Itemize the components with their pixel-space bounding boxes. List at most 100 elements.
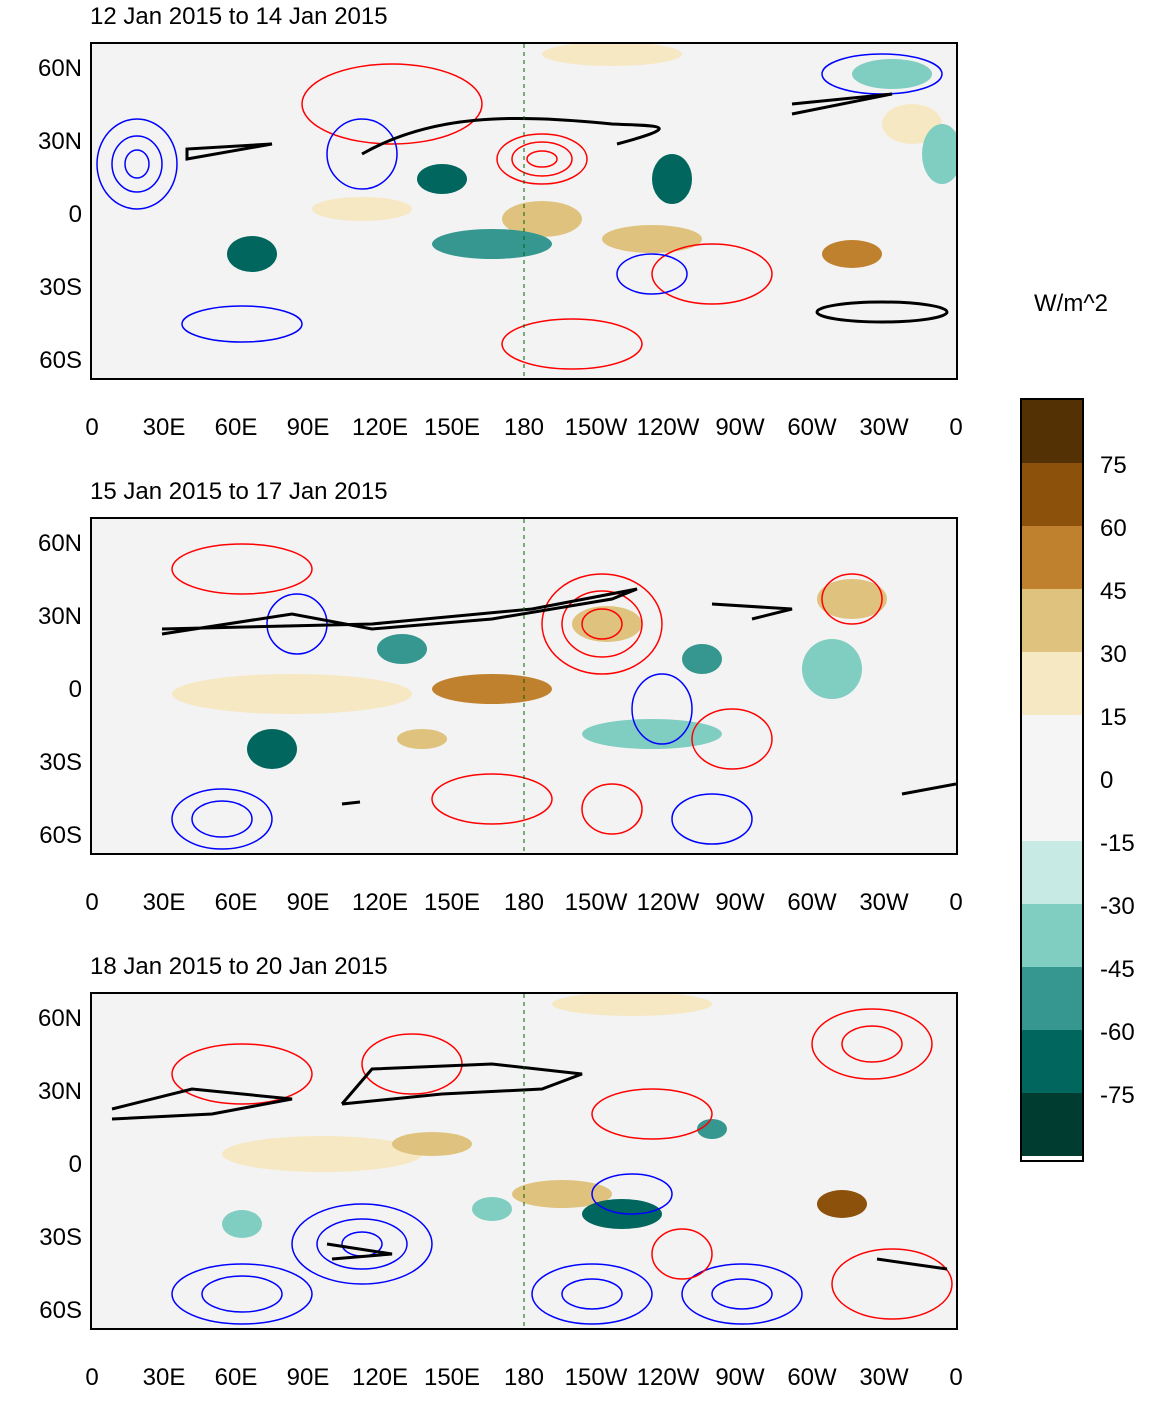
brown-anomaly	[822, 240, 882, 268]
teal-anomaly	[377, 634, 427, 664]
lon-label: 30W	[859, 889, 909, 916]
positive-contour	[301, 63, 483, 145]
zero-contour	[161, 587, 638, 636]
lon-label: 60W	[787, 889, 837, 916]
teal-anomaly	[247, 729, 297, 769]
negative-contour	[616, 253, 688, 295]
lon-label: 30E	[142, 889, 186, 916]
lon-label: 120W	[636, 889, 700, 916]
colorbar-box	[1022, 1030, 1082, 1094]
map-field	[96, 44, 956, 378]
zero-contour	[361, 116, 661, 156]
colorbar-box	[1022, 967, 1082, 1031]
brown-anomaly	[817, 579, 887, 619]
zero-contour	[876, 1257, 948, 1271]
zero-contour	[711, 602, 793, 621]
lon-label: 0	[949, 1364, 963, 1391]
lat-label: 30N	[37, 128, 82, 155]
map-area	[90, 517, 958, 855]
colorbar-label: 15	[1100, 704, 1127, 731]
teal-anomaly	[432, 229, 552, 259]
negative-contour	[201, 1275, 283, 1313]
brown-anomaly	[552, 994, 712, 1016]
zero-contour	[340, 1062, 583, 1106]
teal-anomaly	[852, 59, 932, 89]
colorbar-label: -60	[1100, 1019, 1135, 1046]
positive-contour	[811, 1008, 933, 1080]
positive-contour	[171, 543, 313, 595]
lon-label: 0	[85, 1364, 99, 1391]
brown-anomaly	[172, 674, 412, 714]
teal-anomaly	[417, 164, 467, 194]
colorbar	[1020, 398, 1084, 1162]
lon-label: 90E	[286, 414, 330, 441]
map-field	[161, 519, 956, 853]
colorbar-units: W/m^2	[1034, 290, 1108, 317]
teal-anomaly	[222, 1210, 262, 1238]
colorbar-label: -75	[1100, 1082, 1135, 1109]
colorbar-label: 0	[1100, 767, 1114, 794]
panel-title: 18 Jan 2015 to 20 Jan 2015	[90, 953, 388, 980]
positive-contour	[841, 1025, 903, 1063]
negative-contour	[671, 793, 753, 845]
positive-contour	[511, 141, 573, 177]
lat-label: 30N	[37, 603, 82, 630]
lon-label: 30W	[859, 414, 909, 441]
positive-contour	[561, 590, 643, 658]
lon-label: 180	[503, 1364, 545, 1391]
lon-label: 150W	[564, 1364, 628, 1391]
lat-label: 60S	[39, 822, 82, 849]
zero-contour	[791, 92, 893, 116]
map-panel-2: 15 Jan 2015 to 17 Jan 2015	[0, 475, 1000, 935]
lat-label: 30N	[37, 1078, 82, 1105]
positive-contour	[431, 773, 553, 825]
map-area	[90, 992, 958, 1330]
negative-contour	[531, 1263, 653, 1325]
positive-contour	[691, 708, 773, 770]
negative-contour	[316, 1218, 408, 1270]
lon-label: 60E	[214, 414, 258, 441]
negative-contour	[111, 135, 163, 193]
positive-contour	[526, 150, 558, 168]
colorbar-box	[1022, 463, 1082, 527]
lon-label: 90E	[286, 889, 330, 916]
positive-contour	[361, 1033, 463, 1095]
lon-label: 150W	[564, 414, 628, 441]
teal-anomaly	[682, 644, 722, 674]
zero-contour	[341, 800, 361, 806]
positive-contour	[171, 1043, 313, 1105]
lon-label: 30E	[142, 1364, 186, 1391]
positive-contour	[541, 573, 663, 675]
colorbar-box	[1022, 841, 1082, 905]
brown-anomaly	[817, 1190, 867, 1218]
negative-contour	[326, 118, 398, 190]
colorbar-box	[1022, 1093, 1082, 1156]
lon-label: 120W	[636, 1364, 700, 1391]
lon-label: 60W	[787, 1364, 837, 1391]
lat-label: 30S	[39, 274, 82, 301]
lat-label: 30S	[39, 749, 82, 776]
brown-anomaly	[312, 197, 412, 221]
zero-contour	[185, 142, 273, 161]
colorbar-label: -45	[1100, 956, 1135, 983]
negative-contour	[124, 149, 150, 179]
brown-anomaly	[397, 729, 447, 749]
positive-contour	[651, 1228, 713, 1280]
lat-label: 60N	[37, 55, 82, 82]
positive-contour	[501, 318, 643, 370]
lat-label: 60N	[37, 1005, 82, 1032]
positive-contour	[591, 1088, 713, 1140]
teal-anomaly	[802, 639, 862, 699]
lon-label: 120W	[636, 414, 700, 441]
brown-anomaly	[432, 674, 552, 704]
lat-label: 60S	[39, 347, 82, 374]
teal-anomaly	[582, 719, 722, 749]
lon-label: 60E	[214, 1364, 258, 1391]
lat-label: 0	[68, 201, 82, 228]
negative-contour	[181, 305, 303, 343]
positive-contour	[581, 783, 643, 835]
positive-contour	[651, 243, 773, 305]
map-area	[90, 42, 958, 380]
lon-label: 150E	[423, 889, 481, 916]
zero-contour	[326, 1242, 393, 1261]
